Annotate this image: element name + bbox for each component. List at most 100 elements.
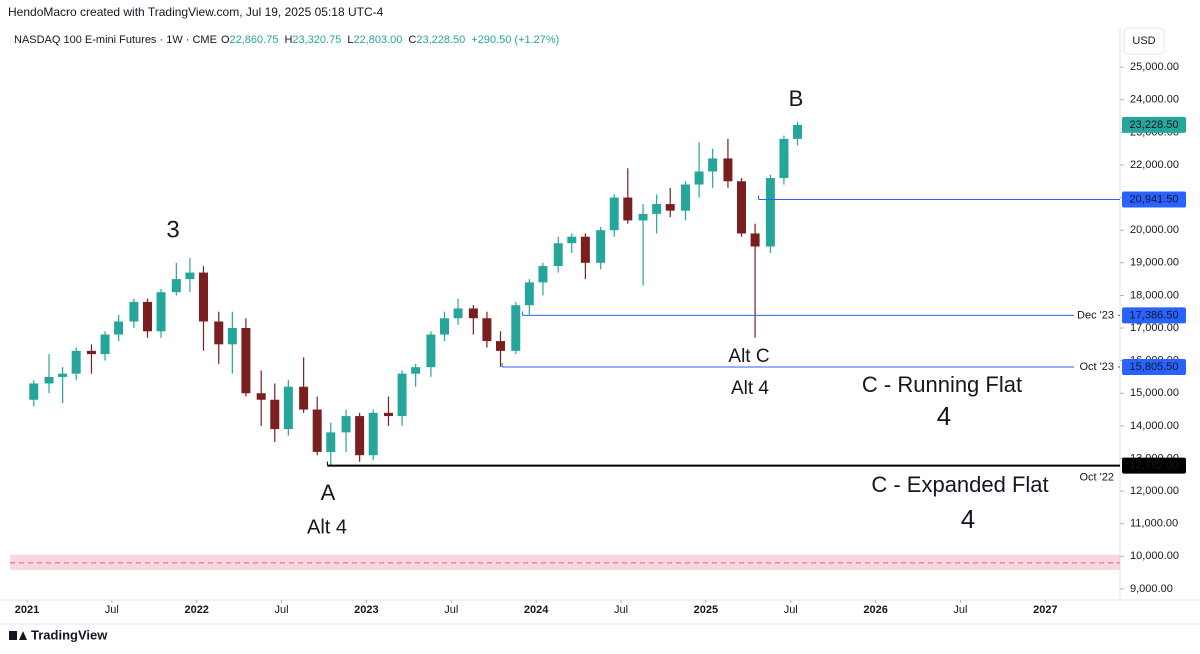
candle bbox=[482, 311, 492, 348]
x-tick-label: Jul bbox=[275, 604, 289, 616]
candle-body bbox=[256, 393, 266, 400]
candle-body bbox=[638, 213, 648, 221]
date-label: Dec '23 bbox=[1077, 309, 1114, 321]
candle-body bbox=[29, 383, 39, 400]
x-tick-label: Jul bbox=[614, 604, 628, 616]
candle-body bbox=[524, 282, 534, 306]
candle-body bbox=[411, 367, 421, 374]
candle bbox=[171, 262, 181, 296]
x-tick-label: Jul bbox=[784, 604, 798, 616]
candle bbox=[129, 298, 139, 329]
candle bbox=[114, 314, 124, 342]
candle-body bbox=[383, 412, 393, 417]
candle bbox=[71, 347, 81, 381]
candle bbox=[638, 204, 648, 286]
candle-body bbox=[596, 230, 606, 263]
x-tick-label: 2024 bbox=[524, 604, 549, 616]
candle-body bbox=[779, 138, 789, 179]
candle bbox=[567, 233, 577, 254]
candle bbox=[241, 318, 251, 397]
candle bbox=[538, 262, 548, 296]
annotation: Alt 4 bbox=[307, 516, 347, 538]
candle-body bbox=[665, 204, 675, 211]
annotation: Alt 4 bbox=[731, 378, 769, 399]
annotation: A bbox=[321, 480, 336, 505]
candle bbox=[623, 168, 633, 224]
x-tick-label: 2025 bbox=[694, 604, 718, 616]
candle bbox=[227, 311, 237, 374]
candle-body bbox=[439, 318, 449, 335]
candle bbox=[44, 354, 54, 394]
legend-value: 22,860.75 bbox=[230, 34, 279, 46]
candle-body bbox=[171, 279, 181, 293]
date-label: Oct '23 bbox=[1079, 361, 1114, 373]
candle-body bbox=[299, 386, 309, 410]
candle-body bbox=[496, 341, 506, 351]
last-price-box bbox=[1122, 116, 1186, 133]
candle bbox=[397, 370, 407, 426]
candle-body bbox=[86, 350, 96, 355]
y-tick-label: 17,000.00 bbox=[1130, 322, 1179, 334]
candle bbox=[496, 331, 506, 367]
candle-body bbox=[694, 171, 704, 185]
candle-body bbox=[241, 328, 251, 394]
candle bbox=[439, 311, 449, 342]
date-label-bg bbox=[1074, 359, 1118, 374]
legend: NASDAQ 100 E-mini Futures · 1W · CME O22,… bbox=[14, 34, 559, 46]
candle-body bbox=[341, 416, 351, 433]
candle-body bbox=[198, 272, 208, 322]
x-tick-label: 2021 bbox=[15, 604, 39, 616]
candle-body bbox=[482, 318, 492, 342]
x-tick-label: 2026 bbox=[863, 604, 887, 616]
candle-body bbox=[553, 243, 563, 267]
candle-body bbox=[71, 350, 81, 374]
annotation: B bbox=[789, 86, 804, 111]
price-label-box bbox=[1122, 457, 1186, 474]
currency[interactable]: USD bbox=[1132, 35, 1155, 47]
price-label-box bbox=[1122, 307, 1186, 324]
candle bbox=[326, 422, 336, 466]
footer-brand: TradingView bbox=[31, 627, 108, 642]
candle bbox=[426, 331, 436, 377]
x-tick-label: Jul bbox=[105, 604, 119, 616]
candle bbox=[723, 138, 733, 188]
annotation: 3 bbox=[166, 216, 179, 243]
candle-body bbox=[114, 321, 124, 335]
date-label: Oct '22 bbox=[1079, 471, 1114, 483]
symbol: NASDAQ 100 E-mini Futures · 1W · CME bbox=[14, 34, 217, 46]
candle-body bbox=[580, 236, 590, 263]
candle-body bbox=[681, 184, 691, 211]
candle-body bbox=[142, 301, 152, 332]
legend-value: 23,228.50 bbox=[416, 34, 465, 46]
price-label-box bbox=[1122, 191, 1186, 208]
candle-body bbox=[765, 178, 775, 247]
x-tick-label: Jul bbox=[953, 604, 967, 616]
candle-body bbox=[468, 308, 478, 319]
candle bbox=[312, 396, 322, 456]
legend-key: O bbox=[221, 34, 230, 46]
logo bbox=[9, 631, 27, 640]
candle-body bbox=[750, 233, 760, 247]
candle bbox=[524, 279, 534, 315]
y-tick-label: 11,000.00 bbox=[1130, 518, 1178, 530]
legend-key: L bbox=[347, 34, 353, 46]
currency-button[interactable] bbox=[1123, 27, 1165, 55]
candle-body bbox=[737, 181, 747, 234]
candle-body bbox=[397, 373, 407, 417]
legend-key: C bbox=[408, 34, 416, 46]
candle bbox=[681, 181, 691, 221]
candle-body bbox=[58, 373, 68, 377]
candle bbox=[553, 236, 563, 273]
candle-body bbox=[426, 334, 436, 368]
x-tick-label: 2023 bbox=[354, 604, 378, 616]
candle bbox=[737, 178, 747, 237]
annotation: 4 bbox=[961, 504, 975, 534]
candle-body bbox=[511, 305, 521, 351]
y-tick-label: 12,000.00 bbox=[1130, 485, 1179, 497]
date-label-bg bbox=[1074, 308, 1118, 323]
candle bbox=[198, 266, 208, 351]
candle bbox=[793, 121, 803, 146]
candle bbox=[58, 367, 68, 404]
price-label: 15,805.50 bbox=[1130, 361, 1179, 373]
candle bbox=[100, 331, 110, 361]
